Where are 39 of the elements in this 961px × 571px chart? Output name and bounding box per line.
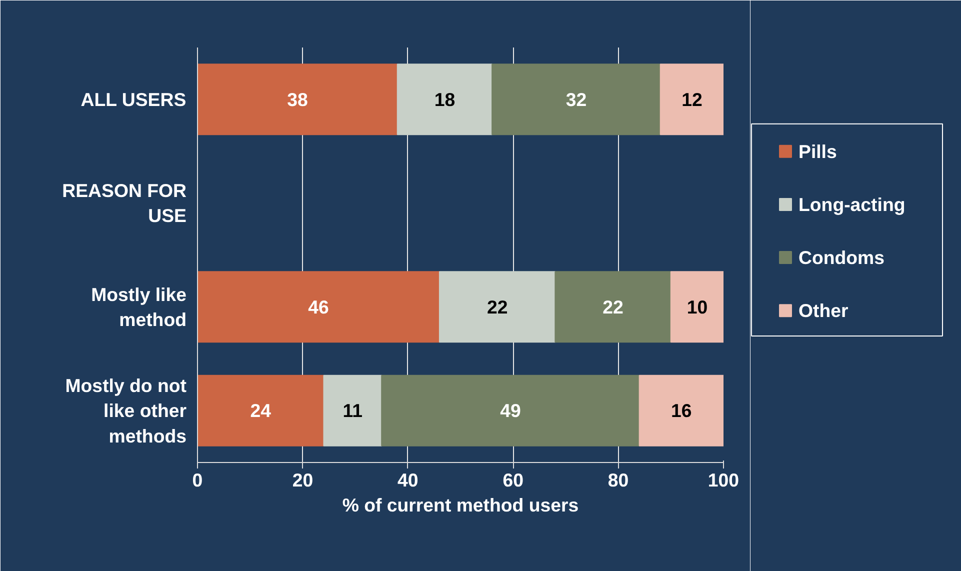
bar [554, 271, 672, 343]
bar [323, 374, 382, 446]
bar [638, 374, 724, 446]
bar [660, 64, 724, 136]
x-tick-label: 80 [608, 470, 629, 490]
bar [381, 374, 640, 446]
x-tick-label: 0 [192, 470, 203, 490]
data-label: 12 [682, 88, 702, 110]
bar [198, 271, 440, 343]
bar [492, 64, 661, 136]
bar [198, 64, 398, 136]
bar [198, 374, 324, 446]
bar [670, 271, 724, 343]
y-tick-label: REASON FOR USE [62, 180, 188, 226]
data-label: 16 [671, 400, 692, 422]
legend-label: Pills [798, 140, 837, 162]
x-axis-title: % of current method users [342, 494, 579, 516]
data-label: 10 [686, 296, 708, 318]
y-tick-label: ALL USERS [80, 88, 186, 110]
y-tick-label: Mostly like method [91, 284, 187, 330]
x-tick-label: 100 [708, 470, 740, 490]
data-label: 49 [500, 400, 521, 422]
data-label: 22 [602, 296, 624, 318]
x-tick-label: 20 [292, 470, 314, 490]
x-tick-label: 40 [398, 470, 418, 490]
legend-label: Long-acting [798, 194, 906, 215]
data-label: 38 [287, 88, 308, 110]
data-label: 22 [486, 296, 508, 318]
legend-label: Other [798, 300, 848, 322]
bar [396, 64, 493, 136]
legend-label: Condoms [798, 247, 885, 268]
x-tick-label: 60 [502, 470, 524, 490]
data-label: 11 [342, 400, 363, 422]
y-tick-label: Mostly do not like other methods [65, 374, 187, 446]
bar [438, 271, 556, 343]
data-label: 46 [308, 296, 329, 318]
data-label: 18 [434, 88, 456, 110]
data-label: 24 [250, 400, 272, 422]
data-label: 32 [566, 88, 587, 110]
